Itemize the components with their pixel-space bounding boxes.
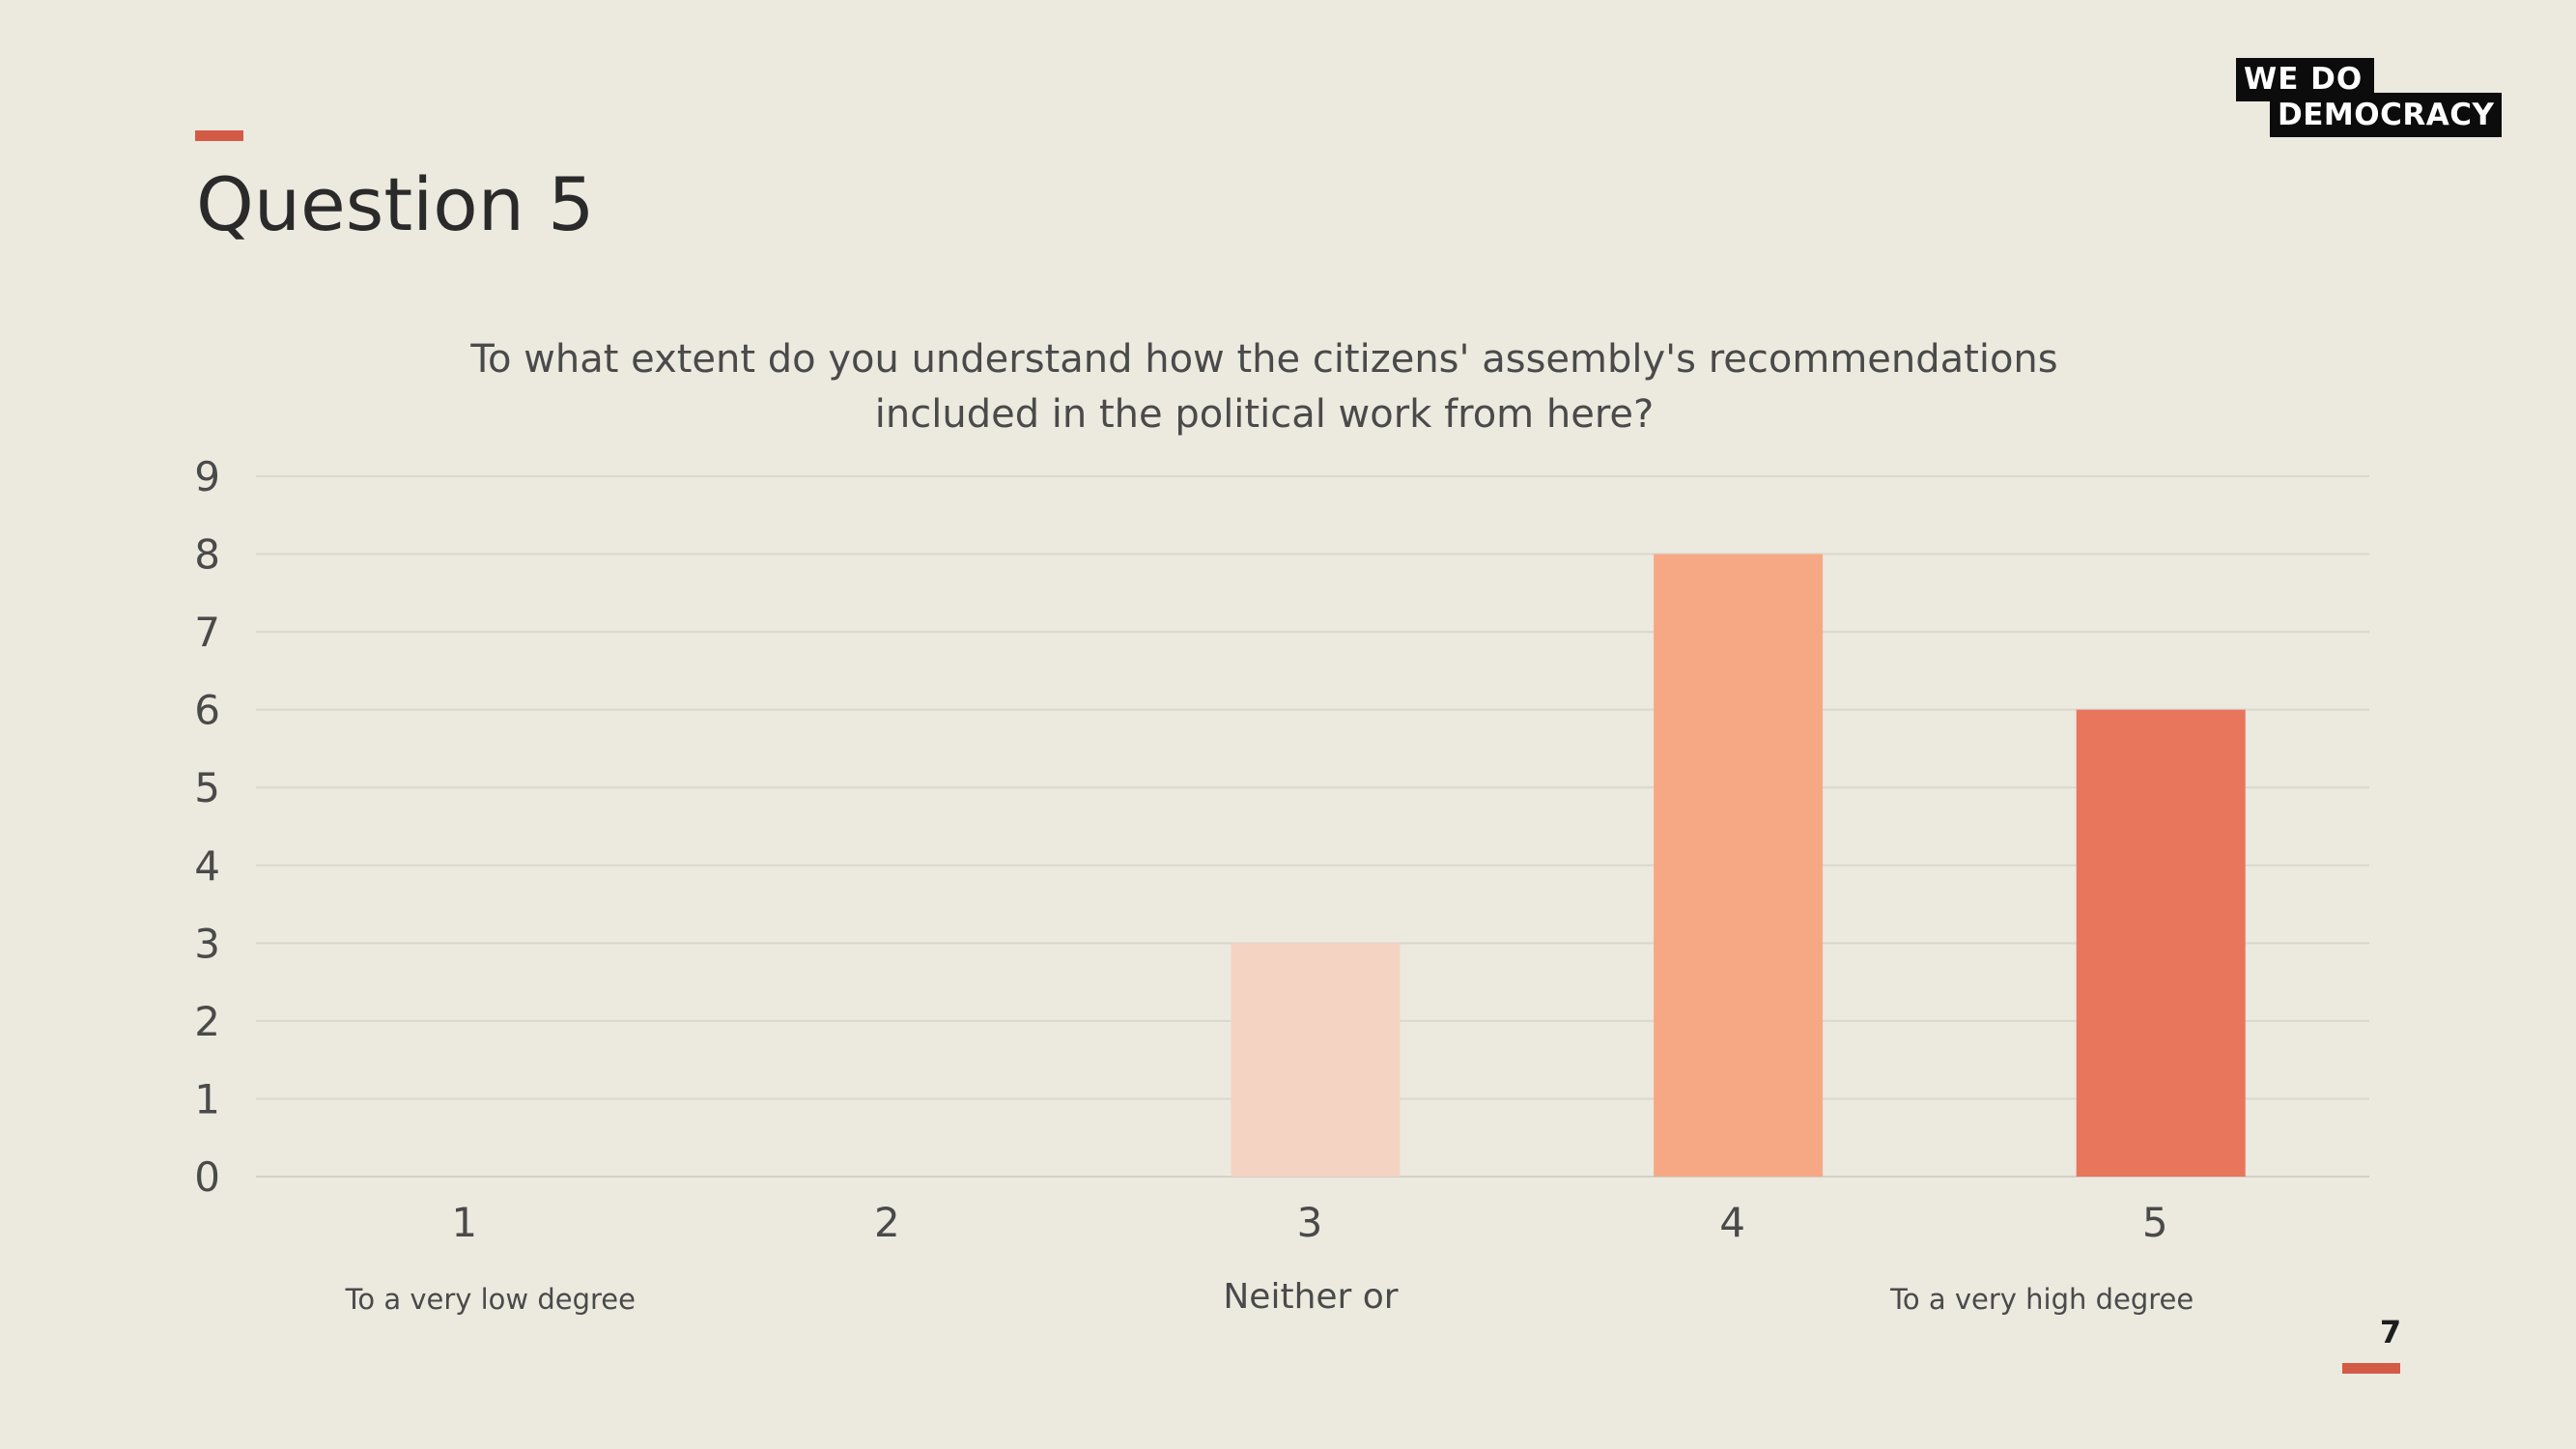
- y-axis-tick-labels: 0 1 2 3 4 5 6 7 8 9: [194, 453, 220, 1201]
- bar-category-3: [1231, 943, 1401, 1177]
- page-number: 7: [2379, 1314, 2402, 1350]
- y-tick-label: 8: [194, 531, 220, 579]
- y-tick-label: 2: [194, 998, 220, 1045]
- x-tick-label: 3: [1297, 1199, 1323, 1246]
- chart-title-line: included in the political work from here…: [875, 392, 1654, 437]
- we-do-democracy-logo: WE DO DEMOCRACY: [2236, 58, 2502, 137]
- x-axis-tick-labels: 1 2 3 4 5: [451, 1199, 2167, 1246]
- scale-labels: To a very low degree Neither or To a very …: [345, 1277, 2194, 1317]
- bar-category-5: [2076, 709, 2246, 1177]
- page-number-accent-dash: [2342, 1363, 2400, 1374]
- y-tick-label: 1: [194, 1075, 220, 1122]
- y-tick-label: 7: [194, 609, 220, 656]
- x-tick-label: 5: [2142, 1199, 2168, 1246]
- chart-title-line: To what extent do you understand how the…: [469, 337, 2057, 382]
- scale-label: To a very low degree: [345, 1283, 636, 1316]
- chart-title: To what extent do you understand how the…: [469, 337, 2057, 437]
- x-tick-label: 4: [1719, 1199, 1745, 1246]
- y-tick-label: 3: [194, 920, 220, 967]
- chart-bars: [1231, 554, 2246, 1177]
- y-tick-label: 9: [194, 453, 220, 500]
- y-tick-label: 6: [194, 687, 220, 734]
- logo-line-2: DEMOCRACY: [2270, 93, 2502, 137]
- chart-gridlines: [256, 475, 2369, 1178]
- bar-category-4: [1654, 554, 1824, 1177]
- x-tick-label: 1: [451, 1199, 477, 1246]
- y-tick-label: 5: [194, 764, 220, 811]
- y-tick-label: 0: [194, 1153, 220, 1201]
- scale-label: To a very high degree: [1889, 1283, 2194, 1316]
- page-title: Question 5: [196, 161, 595, 247]
- x-tick-label: 2: [874, 1199, 900, 1246]
- scale-label: Neither or: [1223, 1277, 1398, 1317]
- title-accent-dash: [195, 130, 243, 141]
- y-tick-label: 4: [194, 842, 220, 890]
